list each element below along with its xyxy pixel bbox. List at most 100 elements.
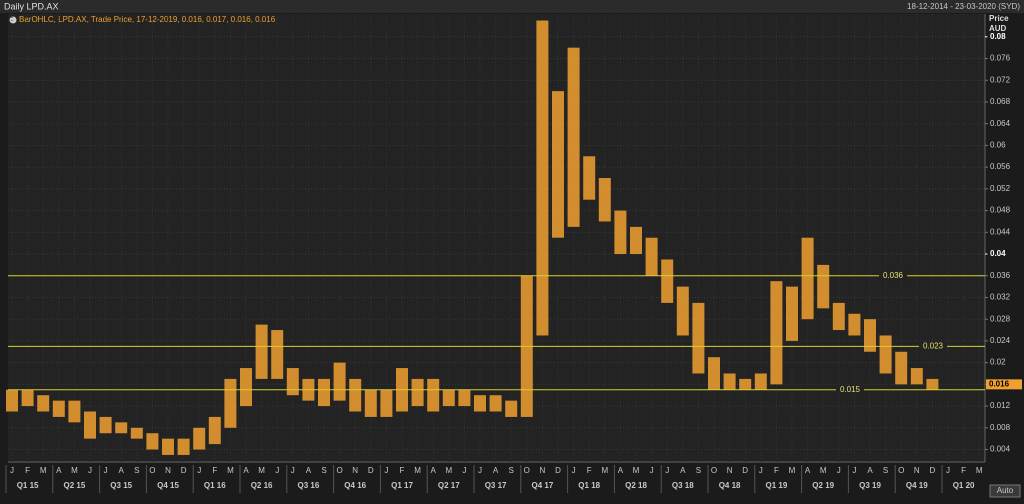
quarter-label: Q2 15 [64,481,86,490]
x-tick-label: M [820,466,827,475]
quarter-label: Q3 15 [110,481,132,490]
x-tick-label: D [368,466,374,475]
legend: BarOHLC, LPD.AX, Trade Price, 17-12-2019… [19,15,276,24]
price-range-bar [505,400,518,417]
x-tick-label: S [696,466,701,475]
y-tick-label: 0.02 [990,358,1006,367]
date-range: 18-12-2014 - 23-03-2020 (SYD) [907,2,1020,11]
auto-button[interactable] [989,484,1021,498]
price-range-bar [723,373,736,390]
x-tick-label: A [431,466,437,475]
y-tick-label: 0.048 [990,206,1011,215]
x-tick-label: J [197,466,201,475]
price-range-bar [676,286,689,336]
x-tick-label: M [633,466,640,475]
y-tick-label: 0.072 [990,75,1011,84]
x-tick-label: S [509,466,514,475]
x-tick-label: N [352,466,358,475]
x-tick-label: D [742,466,748,475]
price-range-bar [474,395,486,412]
y-tick-label: 0.052 [990,184,1011,193]
quarter-label: Q3 19 [859,481,881,490]
y-tick-label: 0.028 [990,314,1011,323]
quarter-label: Q4 16 [344,481,366,490]
price-range-bar [84,411,96,439]
legend-icon [9,16,17,24]
x-tick-label: A [680,466,686,475]
x-tick-label: F [400,466,405,475]
x-tick-label: J [478,466,482,475]
x-tick-label: J [572,466,576,475]
price-range-bar [208,416,221,445]
x-tick-label: N [165,466,171,475]
x-tick-label: F [212,466,217,475]
price-range-bar [6,389,18,412]
price-range-bar [770,281,783,385]
x-tick-label: N [540,466,546,475]
price-range-bar [536,20,549,336]
price-range-bar [255,324,268,379]
price-range-bar [801,237,814,320]
x-tick-label: J [10,466,14,475]
x-tick-label: A [805,466,811,475]
price-range-bar [926,378,939,390]
auto-label[interactable]: Auto [997,486,1014,495]
quarter-label: Q3 16 [298,481,320,490]
quarter-label: Q3 17 [485,481,507,490]
y-tick-label: 0.076 [990,54,1011,63]
price-range-bar [692,302,705,374]
x-tick-label: O [898,466,904,475]
last-price-box [986,379,1022,390]
x-tick-label: N [914,466,920,475]
y-axis-title: Price AUD [989,14,1009,33]
price-range-bar [567,47,580,227]
level-label-bg [879,270,907,281]
price-range-bar [427,378,440,412]
x-tick-label: J [650,466,654,475]
x-tick-label: A [306,466,312,475]
x-tick-label: S [883,466,888,475]
price-range-bar [754,373,767,390]
price-range-bar [786,286,798,341]
y-tick-label: 0.08 [990,32,1006,41]
x-tick-label: J [837,466,841,475]
price-range-bar [177,438,190,455]
x-tick-label: J [852,466,856,475]
y-axis-title-box: Price AUD [989,14,1009,33]
price-range-bar [630,226,642,255]
x-tick-label: S [321,466,326,475]
x-tick-label: M [258,466,265,475]
y-tick-label: 0.068 [990,97,1011,106]
price-range-bar [848,313,861,336]
x-tick-label: M [445,466,452,475]
x-tick-label: D [555,466,561,475]
quarter-label: Q4 17 [532,481,554,490]
price-range-bar [318,378,330,407]
quarter-label: Q3 18 [672,481,694,490]
price-range-bar [224,378,237,428]
x-tick-label: O [711,466,717,475]
quarter-label: Q4 19 [906,481,928,490]
x-tick-label: A [493,466,499,475]
x-tick-label: D [181,466,187,475]
quarter-label: Q1 18 [578,481,600,490]
y-tick-label: 0.008 [990,423,1011,432]
x-tick-label: J [759,466,763,475]
price-range-bar [349,378,362,412]
price-range-bar [162,438,174,455]
y-tick-label: 0.056 [990,162,1011,171]
quarter-label: Q1 19 [766,481,788,490]
price-range-bar [146,433,159,450]
price-range-bar [552,91,564,238]
x-tick-label: D [930,466,936,475]
price-range-bar [193,427,206,450]
quarter-label: Q2 16 [251,481,273,490]
x-tick-label: F [774,466,779,475]
x-tick-label: S [134,466,139,475]
x-tick-label: M [789,466,796,475]
x-tick-label: J [665,466,669,475]
price-range-bar [364,389,377,417]
x-tick-label: A [56,466,62,475]
